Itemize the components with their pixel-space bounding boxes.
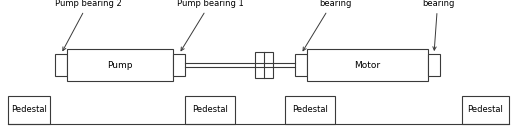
Text: Motor drive end
bearing: Motor drive end bearing xyxy=(301,0,369,51)
FancyBboxPatch shape xyxy=(55,54,67,76)
Text: Pedestal: Pedestal xyxy=(192,106,228,115)
FancyBboxPatch shape xyxy=(8,96,50,124)
FancyBboxPatch shape xyxy=(185,96,235,124)
Text: Motor: Motor xyxy=(355,61,381,69)
Text: Pump bearing 1: Pump bearing 1 xyxy=(177,0,244,51)
Text: Pump bearing 2: Pump bearing 2 xyxy=(55,0,121,51)
Text: Pedestal: Pedestal xyxy=(467,106,504,115)
FancyBboxPatch shape xyxy=(307,49,428,81)
Text: Pump: Pump xyxy=(107,61,133,69)
FancyBboxPatch shape xyxy=(428,54,440,76)
FancyBboxPatch shape xyxy=(67,49,173,81)
FancyBboxPatch shape xyxy=(255,52,273,78)
FancyBboxPatch shape xyxy=(295,54,307,76)
Text: Pedestal: Pedestal xyxy=(292,106,328,115)
Text: Non-drive end
bearing: Non-drive end bearing xyxy=(408,0,468,50)
FancyBboxPatch shape xyxy=(173,54,185,76)
Text: Pedestal: Pedestal xyxy=(11,106,47,115)
FancyBboxPatch shape xyxy=(285,96,335,124)
FancyBboxPatch shape xyxy=(462,96,509,124)
